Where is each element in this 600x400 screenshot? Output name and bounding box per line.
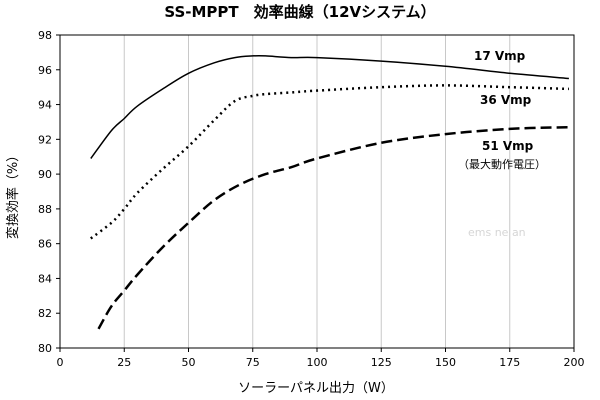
y-tick-label: 88 xyxy=(38,203,52,216)
y-tick-label: 96 xyxy=(38,64,52,77)
y-tick-label: 98 xyxy=(38,29,52,42)
watermark: ems ne an xyxy=(468,226,526,239)
x-gridlines xyxy=(123,35,511,348)
y-tick-label: 82 xyxy=(38,307,52,320)
annotation-max-voltage: （最大動作電圧） xyxy=(458,157,546,171)
series-line-51-vmp xyxy=(97,125,569,330)
x-tick-label: 75 xyxy=(246,356,260,369)
series-label-36vmp: 36 Vmp xyxy=(480,93,532,107)
y-axis-label: 変換効率（%） xyxy=(5,149,21,239)
y-axis: 80 82 84 86 88 90 92 94 96 98 xyxy=(38,29,60,355)
x-tick-label: 125 xyxy=(371,356,392,369)
x-tick-label: 175 xyxy=(499,356,520,369)
x-axis: 0 25 50 75 100 125 150 175 200 xyxy=(57,348,585,369)
chart-title: SS-MPPT 効率曲線（12Vシステム） xyxy=(164,3,435,21)
x-axis-label: ソーラーパネル出力（W） xyxy=(238,381,394,396)
y-tick-label: 94 xyxy=(38,99,52,112)
x-tick-label: 50 xyxy=(182,356,196,369)
series-line-36-vmp xyxy=(90,84,569,240)
y-tick-label: 84 xyxy=(38,272,52,285)
x-tick-label: 100 xyxy=(307,356,328,369)
series-label-17vmp: 17 Vmp xyxy=(474,49,526,63)
y-tick-label: 80 xyxy=(38,342,52,355)
y-tick-label: 92 xyxy=(38,133,52,146)
x-tick-label: 150 xyxy=(435,356,456,369)
y-tick-label: 90 xyxy=(38,168,52,181)
x-tick-label: 200 xyxy=(564,356,585,369)
series-label-51vmp: 51 Vmp xyxy=(482,139,534,153)
x-tick-label: 0 xyxy=(57,356,64,369)
series-lines xyxy=(90,54,569,330)
series-line-17-vmp xyxy=(90,54,569,159)
y-tick-label: 86 xyxy=(38,238,52,251)
x-tick-label: 25 xyxy=(117,356,131,369)
